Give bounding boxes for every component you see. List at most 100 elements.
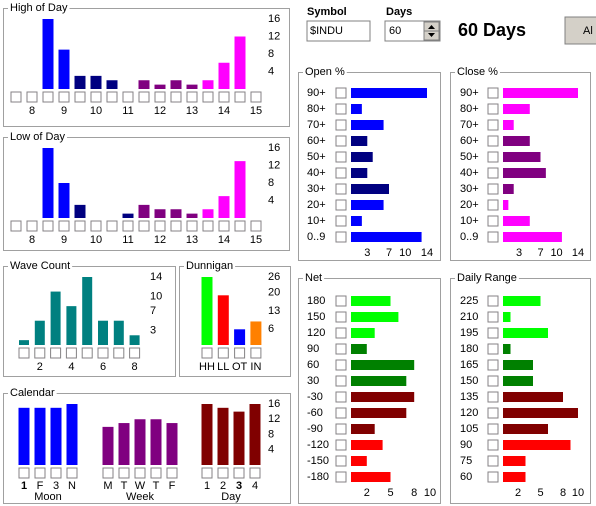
checkbox[interactable] — [66, 467, 78, 479]
checkbox[interactable] — [335, 151, 347, 163]
checkbox[interactable] — [234, 347, 246, 359]
checkbox[interactable] — [97, 347, 109, 359]
checkbox[interactable] — [154, 220, 166, 232]
checkbox[interactable] — [250, 220, 262, 232]
checkbox[interactable] — [335, 439, 347, 451]
checkbox[interactable] — [487, 199, 499, 211]
checkbox[interactable] — [234, 91, 246, 103]
checkbox[interactable] — [487, 103, 499, 115]
checkbox[interactable] — [487, 327, 499, 339]
checkbox[interactable] — [487, 391, 499, 403]
checkbox[interactable] — [58, 91, 70, 103]
checkbox[interactable] — [50, 467, 62, 479]
checkbox[interactable] — [335, 343, 347, 355]
checkbox[interactable] — [487, 375, 499, 387]
checkbox[interactable] — [74, 220, 86, 232]
checkbox[interactable] — [34, 347, 46, 359]
checkbox[interactable] — [218, 220, 230, 232]
checkbox[interactable] — [201, 467, 213, 479]
checkbox[interactable] — [335, 119, 347, 131]
checkbox[interactable] — [335, 295, 347, 307]
checkbox[interactable] — [106, 220, 118, 232]
checkbox[interactable] — [335, 183, 347, 195]
checkbox[interactable] — [487, 471, 499, 483]
checkbox[interactable] — [122, 220, 134, 232]
checkbox[interactable] — [335, 327, 347, 339]
checkbox[interactable] — [487, 231, 499, 243]
checkbox[interactable] — [202, 220, 214, 232]
checkbox[interactable] — [487, 423, 499, 435]
checkbox[interactable] — [150, 467, 162, 479]
checkbox[interactable] — [487, 311, 499, 323]
checkbox[interactable] — [487, 151, 499, 163]
checkbox[interactable] — [18, 347, 30, 359]
checkbox[interactable] — [102, 467, 114, 479]
checkbox[interactable] — [42, 220, 54, 232]
checkbox[interactable] — [233, 467, 245, 479]
checkbox[interactable] — [34, 467, 46, 479]
checkbox[interactable] — [335, 311, 347, 323]
checkbox[interactable] — [18, 467, 30, 479]
checkbox[interactable] — [487, 135, 499, 147]
checkbox[interactable] — [487, 295, 499, 307]
checkbox[interactable] — [138, 220, 150, 232]
checkbox[interactable] — [487, 183, 499, 195]
checkbox[interactable] — [65, 347, 77, 359]
checkbox[interactable] — [487, 87, 499, 99]
checkbox[interactable] — [335, 359, 347, 371]
checkbox[interactable] — [335, 407, 347, 419]
checkbox[interactable] — [10, 220, 22, 232]
checkbox[interactable] — [26, 91, 38, 103]
checkbox[interactable] — [81, 347, 93, 359]
checkbox[interactable] — [154, 91, 166, 103]
checkbox[interactable] — [58, 220, 70, 232]
checkbox[interactable] — [335, 215, 347, 227]
checkbox[interactable] — [138, 91, 150, 103]
checkbox[interactable] — [335, 199, 347, 211]
checkbox[interactable] — [202, 91, 214, 103]
checkbox[interactable] — [201, 347, 213, 359]
checkbox[interactable] — [218, 91, 230, 103]
checkbox[interactable] — [166, 467, 178, 479]
symbol-input[interactable] — [306, 20, 371, 42]
checkbox[interactable] — [170, 91, 182, 103]
button[interactable] — [564, 16, 596, 45]
checkbox[interactable] — [217, 347, 229, 359]
checkbox[interactable] — [217, 467, 229, 479]
checkbox[interactable] — [118, 467, 130, 479]
checkbox[interactable] — [106, 91, 118, 103]
checkbox[interactable] — [250, 91, 262, 103]
checkbox[interactable] — [170, 220, 182, 232]
checkbox[interactable] — [487, 119, 499, 131]
checkbox[interactable] — [335, 167, 347, 179]
checkbox[interactable] — [335, 231, 347, 243]
checkbox[interactable] — [487, 215, 499, 227]
checkbox[interactable] — [74, 91, 86, 103]
checkbox[interactable] — [487, 167, 499, 179]
checkbox[interactable] — [487, 407, 499, 419]
checkbox[interactable] — [90, 91, 102, 103]
checkbox[interactable] — [26, 220, 38, 232]
checkbox[interactable] — [335, 375, 347, 387]
checkbox[interactable] — [249, 467, 261, 479]
checkbox[interactable] — [487, 359, 499, 371]
checkbox[interactable] — [186, 91, 198, 103]
checkbox[interactable] — [129, 347, 141, 359]
checkbox[interactable] — [234, 220, 246, 232]
checkbox[interactable] — [335, 87, 347, 99]
checkbox[interactable] — [487, 439, 499, 451]
checkbox[interactable] — [335, 135, 347, 147]
checkbox[interactable] — [335, 391, 347, 403]
checkbox[interactable] — [122, 91, 134, 103]
checkbox[interactable] — [10, 91, 22, 103]
checkbox[interactable] — [335, 471, 347, 483]
checkbox[interactable] — [335, 455, 347, 467]
checkbox[interactable] — [335, 423, 347, 435]
checkbox[interactable] — [113, 347, 125, 359]
checkbox[interactable] — [50, 347, 62, 359]
checkbox[interactable] — [250, 347, 262, 359]
checkbox[interactable] — [134, 467, 146, 479]
checkbox[interactable] — [487, 455, 499, 467]
checkbox[interactable] — [42, 91, 54, 103]
checkbox[interactable] — [487, 343, 499, 355]
